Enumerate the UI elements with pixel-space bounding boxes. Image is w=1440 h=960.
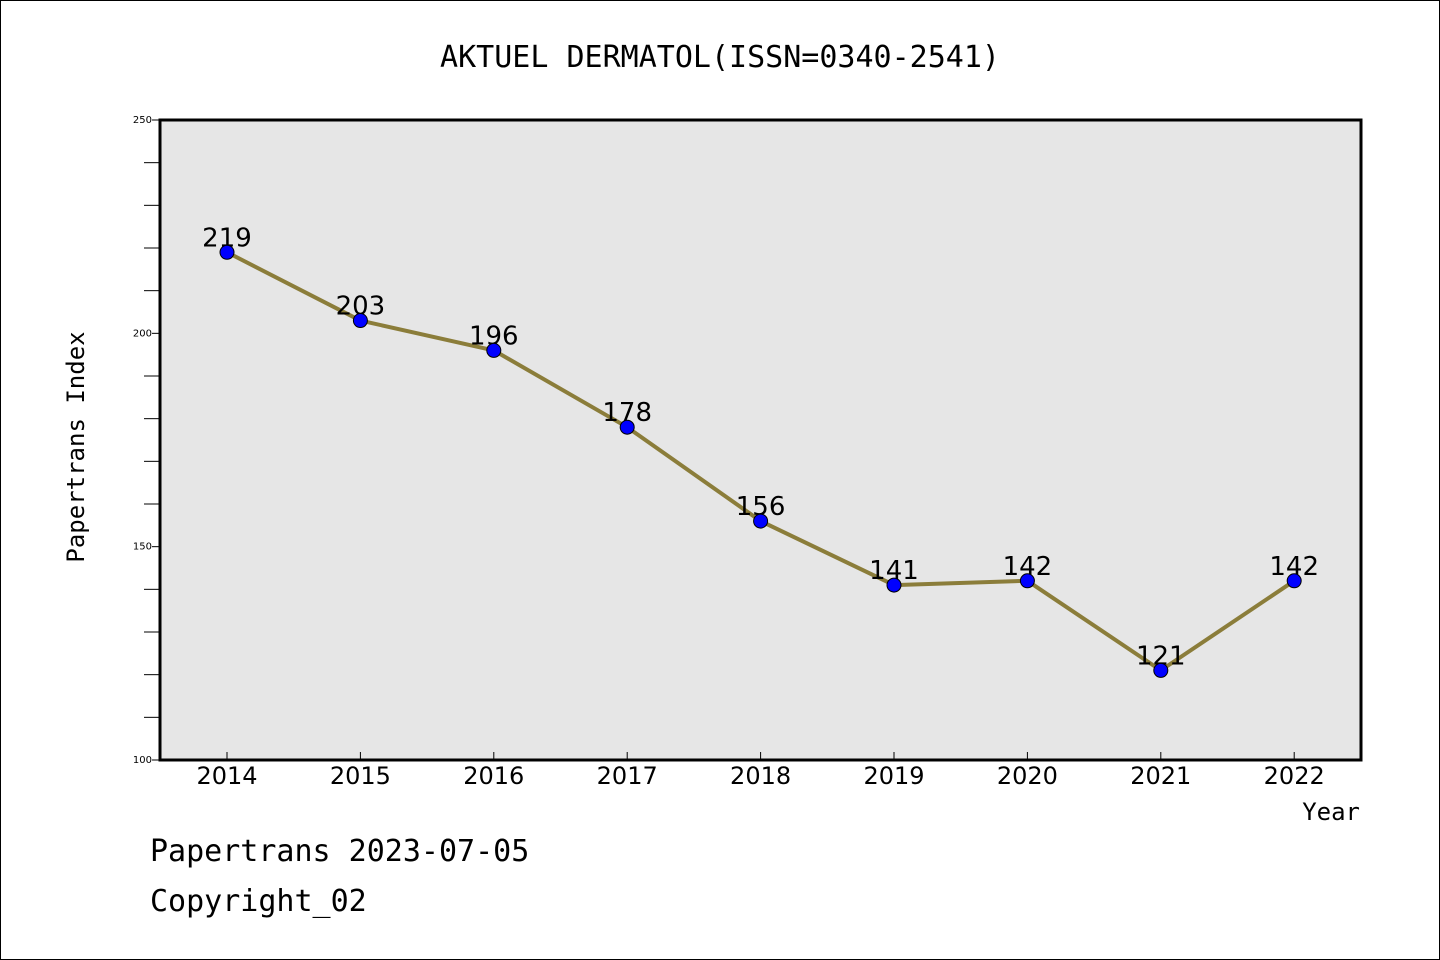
footer-date: Papertrans 2023-07-05 <box>150 834 530 869</box>
y-axis-label: Papertrans Index <box>62 331 90 562</box>
y-tick-label: 100 <box>133 755 152 766</box>
data-markers <box>219 244 1302 678</box>
footer-copyright: Copyright_02 <box>150 884 367 919</box>
x-tick-label: 2014 <box>196 762 257 790</box>
data-point-marker <box>619 419 635 435</box>
y-tick-label: 200 <box>133 328 152 339</box>
x-axis-ticks: 2014 2015 2016 2017 2018 2019 2020 2021 2022 <box>196 752 1325 790</box>
x-tick-label: 2022 <box>1264 762 1325 790</box>
data-point-marker <box>753 513 769 529</box>
data-point-marker <box>352 313 368 329</box>
x-tick-label: 2015 <box>330 762 391 790</box>
data-point-marker <box>486 342 502 358</box>
data-point-marker <box>1286 573 1302 589</box>
plot-border <box>158 118 1363 762</box>
data-point-marker <box>219 244 235 260</box>
y-axis-ticks: 100 150 200 250 <box>133 115 160 766</box>
x-tick-label: 2018 <box>730 762 791 790</box>
y-tick-label: 150 <box>133 542 152 553</box>
x-tick-label: 2016 <box>463 762 524 790</box>
data-point-marker <box>1153 662 1169 678</box>
data-point-marker <box>1019 573 1035 589</box>
x-tick-label: 2021 <box>1130 762 1191 790</box>
plot-area <box>160 120 1361 760</box>
x-tick-label: 2020 <box>997 762 1058 790</box>
chart-title: AKTUEL DERMATOL(ISSN=0340-2541) <box>440 40 1000 75</box>
data-point-marker <box>886 577 902 593</box>
x-axis-label: Year <box>1302 798 1360 826</box>
x-tick-label: 2019 <box>863 762 924 790</box>
y-tick-label: 250 <box>133 115 152 126</box>
x-tick-label: 2017 <box>597 762 658 790</box>
